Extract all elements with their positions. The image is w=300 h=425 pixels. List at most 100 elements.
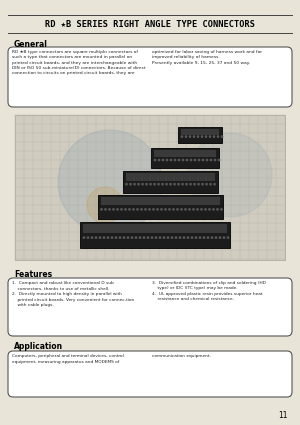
Circle shape [174,184,175,185]
FancyBboxPatch shape [8,278,292,336]
Circle shape [203,237,205,238]
Circle shape [201,209,202,210]
Circle shape [158,184,159,185]
Circle shape [198,184,199,185]
Circle shape [210,159,212,161]
Circle shape [177,209,178,210]
Circle shape [113,209,114,210]
Text: RD ★B type connectors are square multipln connectors of
such a type that connect: RD ★B type connectors are square multipl… [12,50,146,75]
Circle shape [123,237,125,238]
Circle shape [189,209,190,210]
Circle shape [121,209,122,210]
Circle shape [214,159,216,161]
Circle shape [223,237,225,238]
Circle shape [181,136,183,137]
Text: optimized for labor saving of harness work and for
improved reliability of harne: optimized for labor saving of harness wo… [152,50,262,65]
Circle shape [186,159,188,161]
Circle shape [103,237,105,238]
Circle shape [141,209,142,210]
Circle shape [178,184,179,185]
Circle shape [167,237,169,238]
Circle shape [137,209,138,210]
Circle shape [163,237,165,238]
Circle shape [117,209,118,210]
Circle shape [193,209,194,210]
Circle shape [149,209,150,210]
Circle shape [127,237,129,238]
Bar [98,195,223,219]
Circle shape [153,209,154,210]
Circle shape [197,136,199,137]
Bar [181,129,219,135]
Circle shape [179,237,181,238]
Circle shape [142,184,143,185]
Bar [125,173,214,181]
Bar [15,115,285,260]
Circle shape [221,209,222,210]
Circle shape [125,209,126,210]
Circle shape [139,237,141,238]
Circle shape [218,159,220,161]
Circle shape [205,136,207,137]
Circle shape [154,184,155,185]
FancyBboxPatch shape [8,47,292,107]
Circle shape [134,184,135,185]
Circle shape [101,209,102,210]
Circle shape [183,237,185,238]
Circle shape [147,237,149,238]
Circle shape [214,184,215,185]
Circle shape [58,130,162,234]
Circle shape [182,159,184,161]
Text: 11: 11 [278,411,288,420]
Circle shape [190,159,192,161]
Circle shape [87,187,123,223]
Circle shape [213,136,215,137]
Circle shape [205,209,206,210]
Circle shape [158,159,160,161]
Bar [83,224,227,233]
Circle shape [171,237,173,238]
Circle shape [150,184,151,185]
FancyBboxPatch shape [8,351,292,397]
Circle shape [87,237,89,238]
Circle shape [135,237,137,238]
Circle shape [211,237,213,238]
Circle shape [178,159,180,161]
Circle shape [198,159,200,161]
Circle shape [185,209,186,210]
Circle shape [189,136,191,137]
Circle shape [95,237,97,238]
Bar [151,148,219,168]
Circle shape [166,159,168,161]
Circle shape [145,209,146,210]
Circle shape [107,237,109,238]
Circle shape [173,209,174,210]
Circle shape [221,136,223,137]
Circle shape [166,184,167,185]
Circle shape [188,133,272,217]
Bar [80,222,230,248]
Circle shape [170,159,172,161]
Circle shape [215,237,217,238]
Circle shape [217,136,219,137]
Circle shape [91,237,93,238]
Circle shape [131,237,133,238]
Circle shape [161,209,162,210]
Circle shape [162,159,164,161]
Circle shape [181,209,182,210]
Circle shape [219,237,221,238]
Circle shape [210,184,211,185]
Text: General: General [14,40,48,49]
Circle shape [197,209,198,210]
Circle shape [194,159,196,161]
Circle shape [157,209,158,210]
Circle shape [151,237,153,238]
Circle shape [130,184,131,185]
Circle shape [143,237,145,238]
Circle shape [187,237,189,238]
Text: RD ★B SERIES RIGHT ANGLE TYPE CONNECTORS: RD ★B SERIES RIGHT ANGLE TYPE CONNECTORS [45,20,255,28]
Circle shape [202,159,204,161]
Circle shape [201,136,203,137]
Text: Application: Application [14,342,63,351]
Circle shape [217,209,218,210]
